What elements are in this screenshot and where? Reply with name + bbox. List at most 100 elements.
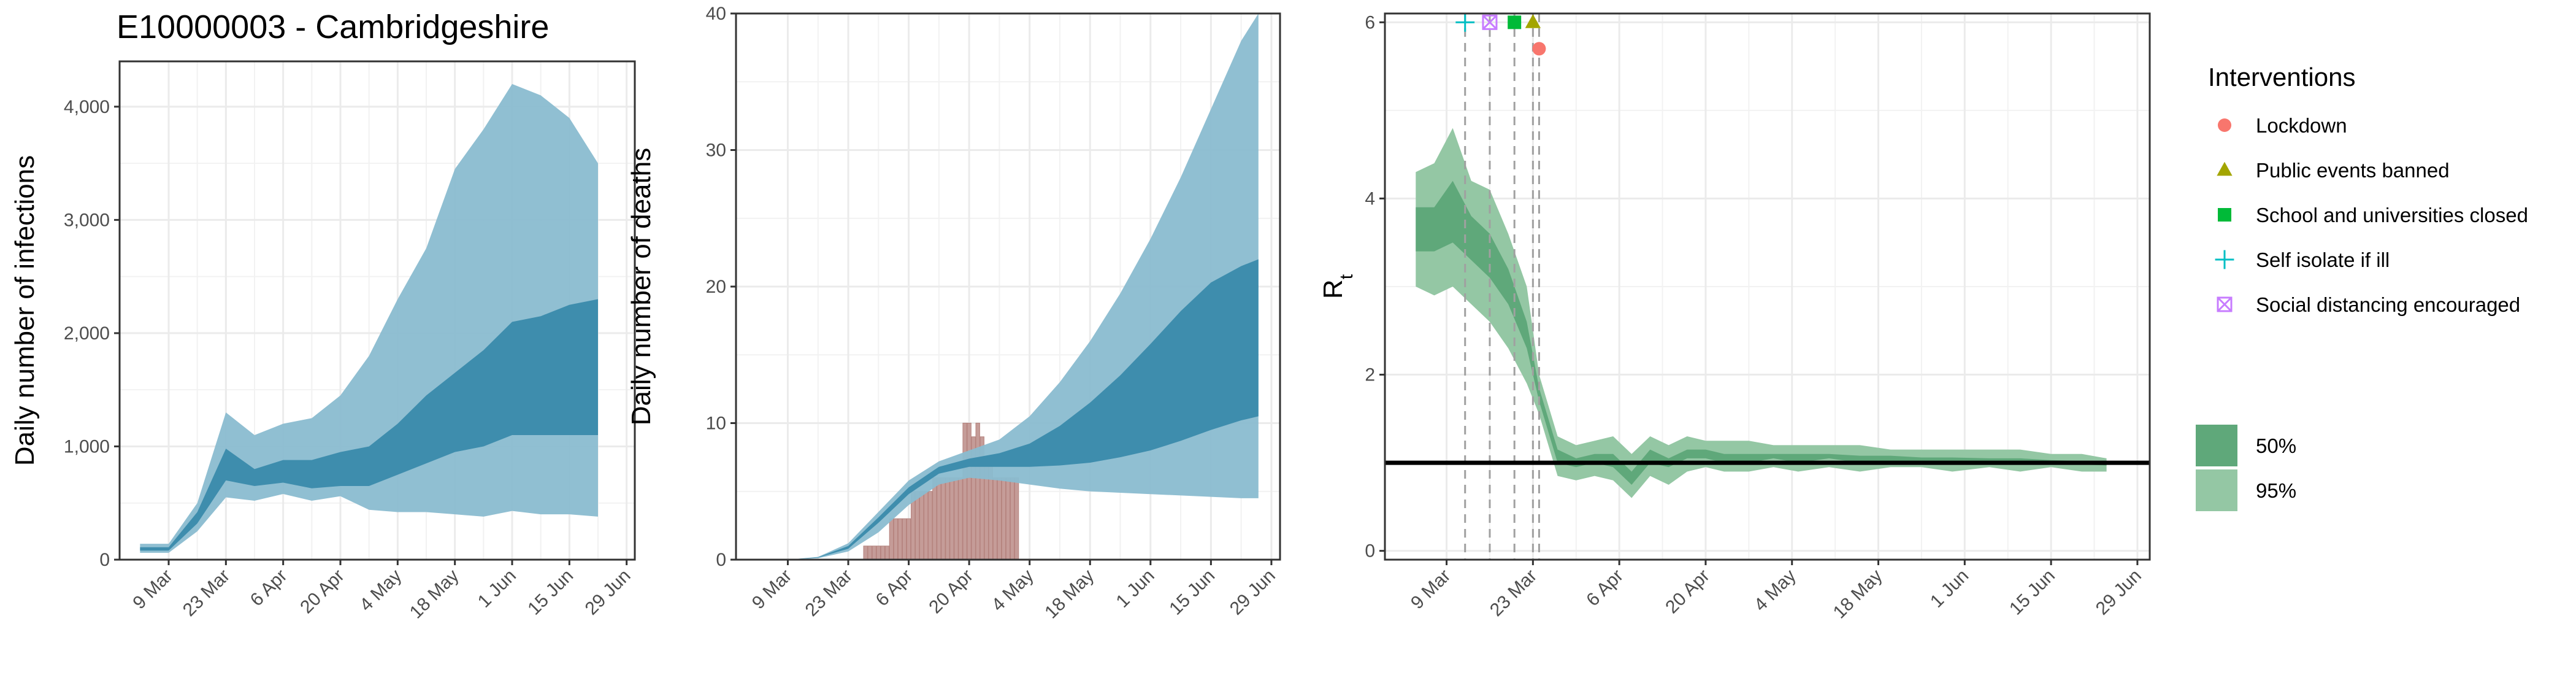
marker-stroke — [1482, 15, 1498, 30]
legend-ci-label: 95% — [2256, 479, 2296, 502]
y-tick-label: 4,000 — [64, 97, 110, 117]
observed-death-bar — [937, 477, 941, 560]
x-tick-label: 29 Jun — [2092, 566, 2145, 619]
observed-death-bar — [889, 518, 894, 560]
observed-death-bar — [975, 423, 980, 560]
x-tick-label: 23 Mar — [179, 566, 234, 620]
x-tick-label: 1 Jun — [1926, 566, 1972, 612]
observed-death-bar — [967, 423, 972, 560]
x-tick-label: 20 Apr — [296, 566, 348, 618]
x-tick-label: 4 May — [988, 566, 1038, 615]
x-tick-label: 18 May — [406, 566, 463, 623]
legend-title: Interventions — [2208, 63, 2355, 91]
y-tick-label: 2 — [1365, 365, 1375, 385]
intervention-marker — [1455, 12, 1475, 32]
observed-death-bar — [997, 477, 1002, 560]
ci50-ribbon — [788, 259, 1259, 560]
panel-border — [118, 60, 636, 561]
legend-item-label: Lockdown — [2256, 114, 2347, 137]
x-tick-label: 4 May — [1750, 566, 1800, 615]
marker-stroke — [2217, 296, 2233, 312]
observed-death-bar — [924, 491, 929, 560]
observed-death-bar — [872, 546, 876, 560]
observed-death-bar — [928, 491, 933, 560]
rt-panel: 0 2 4 6 9 Mar 23 Mar 6 Apr 20 Apr 4 May 18 May 1 J… — [1318, 12, 2151, 623]
legend-marker — [2218, 208, 2231, 222]
observed-death-bar — [1005, 477, 1011, 560]
x-tick-label: 23 Mar — [1486, 566, 1541, 620]
y-tick-label: 0 — [1365, 541, 1375, 561]
x-tick-label: 15 Jun — [2006, 566, 2059, 619]
y-axis-title: Rt — [1318, 274, 1357, 299]
infections-panel: 0 1,000 2,000 3,000 4,000 9 Mar 23 Mar 6 Apr 20 … — [10, 60, 636, 623]
intervention-marker — [1482, 14, 1498, 30]
observed-death-bar — [906, 518, 911, 560]
intervention-marker — [1532, 42, 1546, 56]
ci50-ribbon — [140, 299, 599, 551]
legend-ci-swatch — [2196, 469, 2237, 511]
observed-death-bar — [992, 477, 998, 560]
x-tick-label: 20 Apr — [925, 566, 977, 618]
observed-death-bar — [958, 477, 963, 560]
legend-item-label: Public events banned — [2256, 159, 2450, 182]
x-tick-label: 23 Mar — [802, 566, 856, 620]
y-tick-label: 30 — [706, 141, 726, 161]
x-tick-label: 6 Apr — [247, 566, 291, 611]
legend-ci-label: 50% — [2256, 434, 2296, 457]
observed-death-bar — [876, 546, 881, 560]
observed-death-bar — [1010, 477, 1015, 560]
intervention-marker — [1525, 14, 1541, 28]
observed-death-bar — [867, 546, 872, 560]
legend-item-label: Self isolate if ill — [2256, 249, 2390, 271]
x-tick-label: 9 Mar — [1407, 566, 1455, 614]
observed-death-bar — [1001, 477, 1006, 560]
y-tick-label: 10 — [706, 414, 726, 434]
y-tick-label: 6 — [1365, 12, 1375, 33]
page-title: E10000003 - Cambridgeshire — [117, 9, 549, 45]
legend-marker — [2217, 296, 2233, 312]
observed-death-bar — [863, 546, 868, 560]
observed-death-bar — [880, 546, 886, 560]
x-tick-label: 4 May — [356, 566, 405, 615]
legend-marker — [2215, 250, 2234, 269]
legend-marker — [2217, 161, 2233, 176]
legend-marker — [2218, 118, 2231, 132]
y-axis-title: Daily number of infections — [10, 155, 40, 466]
observed-death-bar — [893, 518, 899, 560]
y-tick-label: 2,000 — [64, 323, 110, 344]
marker-stroke — [2217, 296, 2233, 312]
legend-item-label: Social distancing encouraged — [2256, 293, 2520, 316]
y-tick-label: 40 — [706, 4, 726, 24]
observed-death-bar — [945, 477, 950, 560]
observed-death-bar — [919, 491, 924, 560]
x-tick-label: 1 Jun — [1113, 566, 1159, 612]
observed-death-bar — [954, 477, 959, 560]
y-axis-title: Daily number of deaths — [626, 148, 656, 425]
observed-death-bar — [962, 423, 967, 560]
observed-death-bar — [941, 477, 946, 560]
observed-death-bar — [949, 477, 954, 560]
panel-border — [1384, 12, 2151, 561]
legend: Interventions Lockdown Public events bann… — [2196, 63, 2528, 511]
legend-ci-swatch — [2196, 425, 2237, 466]
observed-death-bar — [1014, 477, 1019, 560]
legend-item-label: School and universities closed — [2256, 204, 2528, 226]
observed-death-bar — [884, 546, 890, 560]
marker-stroke — [1482, 14, 1498, 30]
intervention-marker — [1508, 15, 1522, 29]
x-tick-label: 9 Mar — [129, 566, 177, 614]
deaths-panel: 0 10 20 30 40 9 Mar 23 Mar 6 Apr 20 Apr 4 May 18 M… — [626, 4, 1281, 623]
x-tick-label: 20 Apr — [1662, 566, 1714, 618]
observed-death-bar — [897, 518, 903, 560]
x-tick-label: 29 Jun — [581, 566, 635, 619]
y-axis-title-subscript: t — [1336, 274, 1357, 279]
y-tick-label: 4 — [1365, 188, 1375, 209]
y-tick-label: 1,000 — [64, 436, 110, 457]
x-tick-label: 18 May — [1041, 566, 1098, 623]
observed-death-bar — [932, 477, 937, 560]
x-tick-label: 29 Jun — [1226, 566, 1279, 619]
observed-death-bar — [914, 491, 920, 560]
observed-death-bar — [902, 518, 907, 560]
y-tick-label: 0 — [716, 550, 726, 570]
